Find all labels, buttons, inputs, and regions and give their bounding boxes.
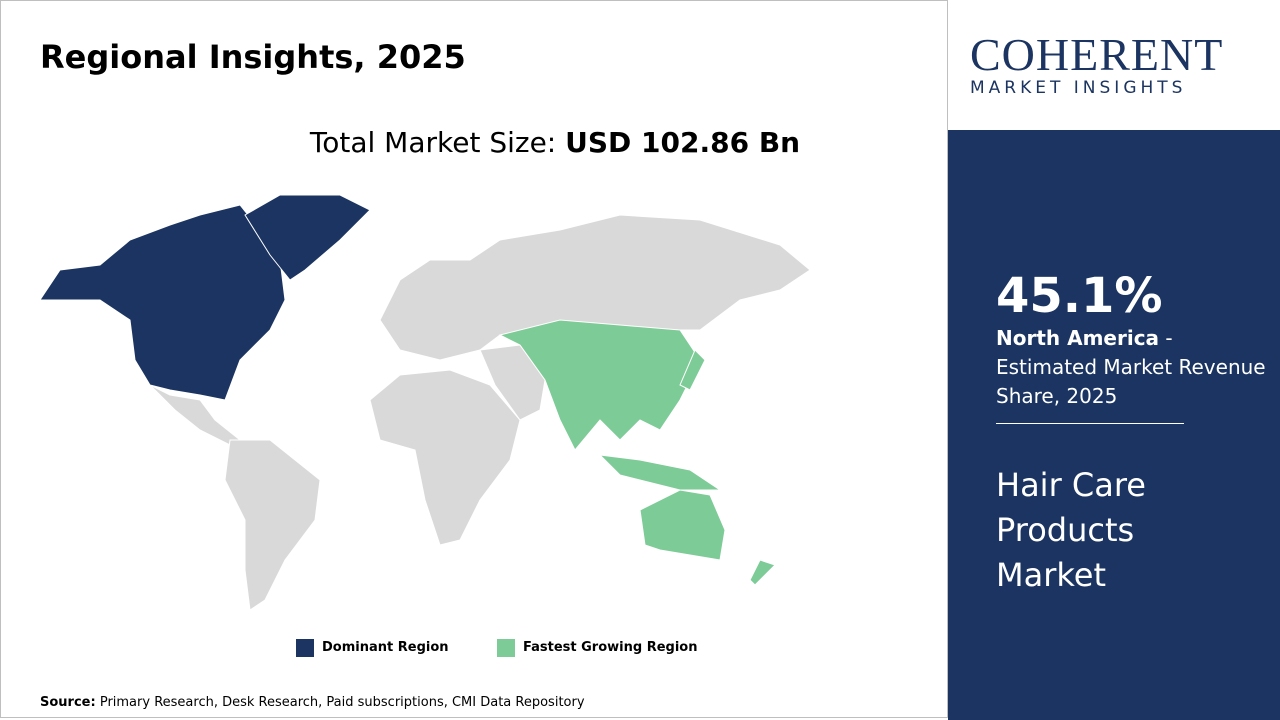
- main-frame: [0, 0, 948, 718]
- australia: [639, 489, 726, 561]
- side-panel: 45.1% North America - Estimated Market R…: [948, 130, 1280, 720]
- divider: [996, 423, 1184, 424]
- south-america: [224, 439, 321, 611]
- greenland: [244, 194, 371, 281]
- legend-label: Fastest Growing Region: [523, 640, 698, 655]
- market-size-value: USD 102.86 Bn: [565, 126, 801, 159]
- asia: [498, 319, 701, 451]
- north-america: [39, 204, 286, 401]
- description: - Estimated Market Revenue Share, 2025: [996, 326, 1266, 408]
- region: North America: [996, 326, 1160, 350]
- indonesia: [598, 454, 722, 491]
- legend-swatch: [296, 639, 314, 657]
- share-desc: North America - Estimated Market Revenue…: [996, 324, 1266, 411]
- new-zealand: [749, 559, 776, 586]
- legend-swatch: [497, 639, 515, 657]
- market-name: Hair Care Products Market: [996, 466, 1146, 594]
- market-size-label: Total Market Size:: [309, 126, 557, 159]
- logo-name: COHERENT: [970, 29, 1224, 80]
- title: Regional Insights, 2025: [40, 38, 466, 76]
- share: 45.1%: [996, 268, 1163, 324]
- japan: [679, 349, 706, 391]
- legend-label: Dominant Region: [322, 640, 449, 655]
- source: Source: Primary Research, Desk Research,…: [40, 695, 585, 710]
- africa: [369, 369, 521, 546]
- source-label: Source:: [40, 695, 96, 710]
- world-map: [39, 194, 811, 611]
- logo-area: COHERENT MARKET INSIGHTS: [948, 0, 1280, 130]
- logo-tagline: MARKET INSIGHTS: [970, 78, 1187, 98]
- source-text: Primary Research, Desk Research, Paid su…: [99, 695, 585, 710]
- market-size: Total Market Size: USD 102.86 Bn: [0, 126, 1110, 159]
